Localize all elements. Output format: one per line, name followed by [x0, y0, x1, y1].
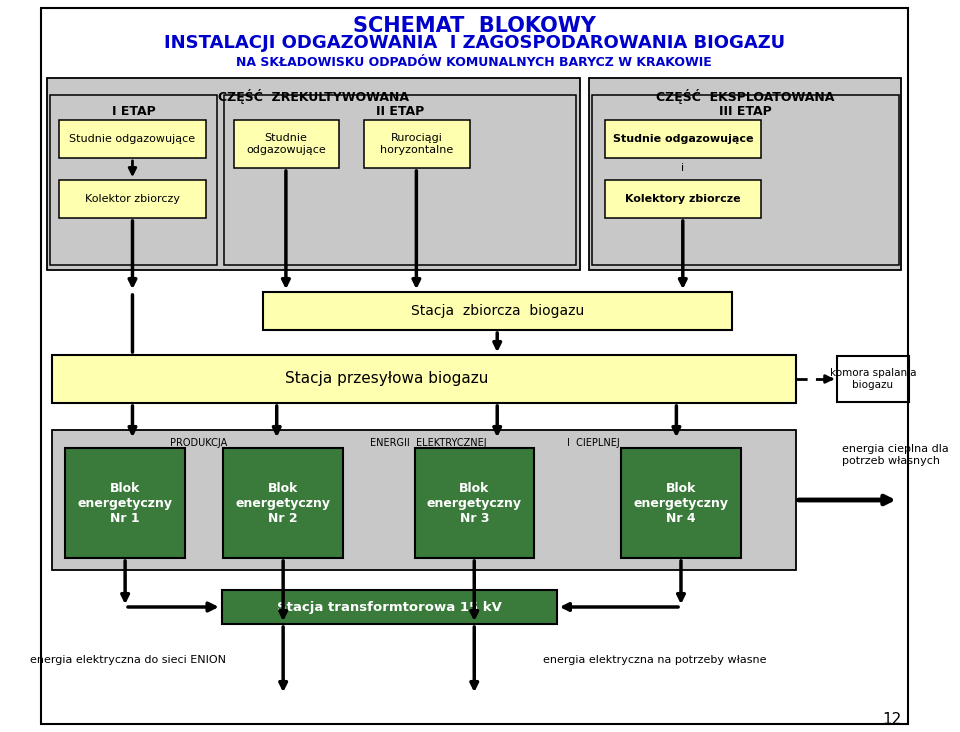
Text: I ETAP: I ETAP	[111, 105, 156, 118]
Text: komora spalania
biogazu: komora spalania biogazu	[829, 368, 916, 390]
Text: Blok
energetyczny
Nr 4: Blok energetyczny Nr 4	[634, 482, 729, 525]
Bar	[263, 292, 732, 330]
Bar	[224, 448, 343, 558]
Bar	[59, 180, 206, 218]
Text: 12: 12	[882, 712, 901, 728]
Text: energia cieplna dla
potrzeb własnych: energia cieplna dla potrzeb własnych	[842, 444, 948, 466]
Bar	[59, 120, 206, 158]
Text: Studnie odgazowujące: Studnie odgazowujące	[69, 134, 196, 144]
Text: Blok
energetyczny
Nr 1: Blok energetyczny Nr 1	[78, 482, 173, 525]
Text: energia elektryczna na potrzeby własne: energia elektryczna na potrzeby własne	[543, 655, 767, 665]
Text: INSTALACJI ODGAZOWANIA  I ZAGOSPODAROWANIA BIOGAZU: INSTALACJI ODGAZOWANIA I ZAGOSPODAROWANI…	[164, 34, 785, 52]
Text: Blok
energetyczny
Nr 2: Blok energetyczny Nr 2	[235, 482, 330, 525]
Bar	[605, 120, 761, 158]
Text: Rurociągi
horyzontalne: Rurociągi horyzontalne	[380, 133, 453, 154]
Bar	[233, 120, 339, 168]
Bar	[364, 120, 469, 168]
Text: III ETAP: III ETAP	[719, 105, 772, 118]
Text: NA SKŁADOWISKU ODPADÓW KOMUNALNYCH BARYCZ W KRAKOWIE: NA SKŁADOWISKU ODPADÓW KOMUNALNYCH BARYC…	[236, 56, 712, 69]
Text: Studnie
odgazowujące: Studnie odgazowujące	[246, 133, 325, 154]
Text: SCHEMAT  BLOKOWY: SCHEMAT BLOKOWY	[353, 16, 596, 36]
Bar	[50, 95, 217, 265]
Text: energia elektryczna do sieci ENION: energia elektryczna do sieci ENION	[30, 655, 227, 665]
Text: Stacja  zbiorcza  biogazu: Stacja zbiorcza biogazu	[411, 304, 584, 318]
Text: Stacja przesyłowa biogazu: Stacja przesyłowa biogazu	[285, 372, 489, 386]
Text: Studnie odgazowujące: Studnie odgazowujące	[612, 134, 753, 144]
Bar	[415, 448, 534, 558]
Bar	[589, 78, 901, 270]
Text: II ETAP: II ETAP	[376, 105, 424, 118]
Text: Stacja transformtorowa 15 kV: Stacja transformtorowa 15 kV	[276, 600, 502, 613]
Bar	[65, 448, 185, 558]
Text: Blok
energetyczny
Nr 3: Blok energetyczny Nr 3	[427, 482, 521, 525]
Bar	[222, 590, 557, 624]
Text: PRODUKCJA: PRODUKCJA	[170, 438, 228, 448]
Text: Kolektor zbiorczy: Kolektor zbiorczy	[85, 194, 180, 204]
Text: Kolektory zbiorcze: Kolektory zbiorcze	[625, 194, 740, 204]
Bar	[592, 95, 899, 265]
Text: i: i	[682, 163, 684, 173]
Bar	[837, 356, 909, 402]
Bar	[52, 355, 796, 403]
Text: ENERGII  ELEKTRYCZNEJ: ENERGII ELEKTRYCZNEJ	[370, 438, 487, 448]
Text: CZĘŚĆ  ZREKULTYWOWANA: CZĘŚĆ ZREKULTYWOWANA	[218, 89, 409, 104]
Bar	[52, 430, 796, 570]
Bar	[621, 448, 741, 558]
Bar	[47, 78, 580, 270]
Text: CZĘŚĆ  EKSPLOATOWANA: CZĘŚĆ EKSPLOATOWANA	[656, 89, 834, 104]
Bar	[225, 95, 576, 265]
Text: I  CIEPLNEJ: I CIEPLNEJ	[567, 438, 620, 448]
Bar	[605, 180, 761, 218]
